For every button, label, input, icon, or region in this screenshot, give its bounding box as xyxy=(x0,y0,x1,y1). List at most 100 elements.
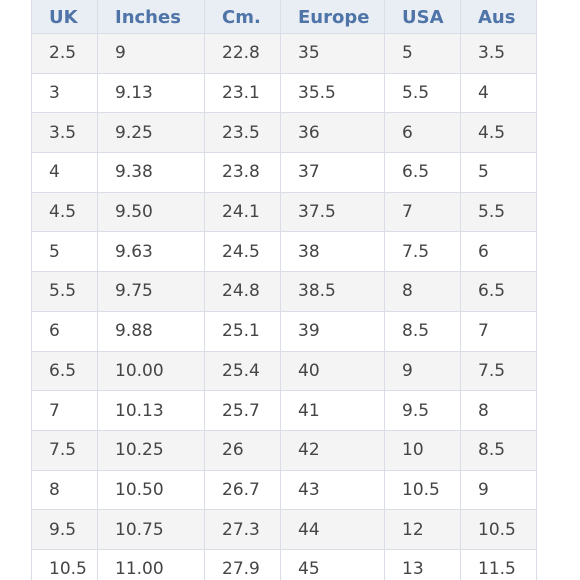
table-row: 5 9.63 24.5 38 7.5 6 xyxy=(31,231,537,273)
cell-inches: 9.63 xyxy=(97,231,205,273)
cell-inches: 9.25 xyxy=(97,112,205,154)
table-header: UK Inches Cm. Europe USA Aus xyxy=(31,0,537,34)
cell-inches: 9 xyxy=(97,33,205,74)
cell-europe: 38.5 xyxy=(280,271,385,312)
cell-uk: 9.5 xyxy=(31,509,98,550)
cell-aus: 3.5 xyxy=(460,33,537,74)
cell-aus: 5.5 xyxy=(460,191,537,233)
cell-usa: 8 xyxy=(384,271,461,312)
column-header-usa: USA xyxy=(384,0,461,34)
cell-europe: 44 xyxy=(280,509,385,550)
cell-uk: 5 xyxy=(31,231,98,273)
cell-aus: 7 xyxy=(460,310,537,352)
cell-europe: 45 xyxy=(280,548,385,580)
cell-uk: 2.5 xyxy=(31,33,98,74)
cell-cm: 23.1 xyxy=(204,72,281,114)
cell-usa: 6 xyxy=(384,112,461,154)
table-row: 5.5 9.75 24.8 38.5 8 6.5 xyxy=(31,271,537,312)
cell-cm: 24.5 xyxy=(204,231,281,273)
cell-usa: 10.5 xyxy=(384,469,461,511)
cell-aus: 5 xyxy=(460,152,537,193)
cell-cm: 24.1 xyxy=(204,191,281,233)
cell-cm: 27.3 xyxy=(204,509,281,550)
cell-inches: 9.75 xyxy=(97,271,205,312)
cell-uk: 8 xyxy=(31,469,98,511)
cell-cm: 22.8 xyxy=(204,33,281,74)
cell-europe: 40 xyxy=(280,350,385,392)
cell-inches: 11.00 xyxy=(97,548,205,580)
cell-usa: 7.5 xyxy=(384,231,461,273)
table-body: 2.5 9 22.8 35 5 3.5 3 9.13 23.1 35.5 5.5 4 3.5 9.25 23… xyxy=(31,33,537,580)
cell-usa: 5 xyxy=(384,33,461,74)
cell-europe: 41 xyxy=(280,390,385,431)
cell-europe: 37 xyxy=(280,152,385,193)
cell-usa: 7 xyxy=(384,191,461,233)
cell-usa: 8.5 xyxy=(384,310,461,352)
cell-uk: 4.5 xyxy=(31,191,98,233)
cell-usa: 13 xyxy=(384,548,461,580)
cell-inches: 9.88 xyxy=(97,310,205,352)
column-header-aus: Aus xyxy=(460,0,537,34)
cell-cm: 23.5 xyxy=(204,112,281,154)
cell-europe: 37.5 xyxy=(280,191,385,233)
cell-aus: 4.5 xyxy=(460,112,537,154)
table-row: 7 10.13 25.7 41 9.5 8 xyxy=(31,390,537,431)
cell-europe: 35 xyxy=(280,33,385,74)
cell-europe: 36 xyxy=(280,112,385,154)
cell-aus: 6 xyxy=(460,231,537,273)
cell-usa: 9 xyxy=(384,350,461,392)
header-row: UK Inches Cm. Europe USA Aus xyxy=(31,0,537,34)
cell-cm: 27.9 xyxy=(204,548,281,580)
cell-aus: 10.5 xyxy=(460,509,537,550)
cell-uk: 3.5 xyxy=(31,112,98,154)
cell-aus: 11.5 xyxy=(460,548,537,580)
cell-cm: 24.8 xyxy=(204,271,281,312)
cell-cm: 25.7 xyxy=(204,390,281,431)
table-row: 2.5 9 22.8 35 5 3.5 xyxy=(31,33,537,74)
cell-uk: 5.5 xyxy=(31,271,98,312)
table-row: 3.5 9.25 23.5 36 6 4.5 xyxy=(31,112,537,154)
cell-usa: 10 xyxy=(384,429,461,471)
cell-usa: 5.5 xyxy=(384,72,461,114)
cell-europe: 43 xyxy=(280,469,385,511)
table-row: 10.5 11.00 27.9 45 13 11.5 xyxy=(31,548,537,580)
cell-uk: 3 xyxy=(31,72,98,114)
cell-cm: 25.4 xyxy=(204,350,281,392)
cell-uk: 4 xyxy=(31,152,98,193)
cell-inches: 10.00 xyxy=(97,350,205,392)
cell-usa: 9.5 xyxy=(384,390,461,431)
column-header-uk: UK xyxy=(31,0,98,34)
cell-uk: 7 xyxy=(31,390,98,431)
table-row: 6 9.88 25.1 39 8.5 7 xyxy=(31,310,537,352)
cell-inches: 9.38 xyxy=(97,152,205,193)
cell-uk: 6.5 xyxy=(31,350,98,392)
cell-europe: 35.5 xyxy=(280,72,385,114)
cell-uk: 6 xyxy=(31,310,98,352)
column-header-inches: Inches xyxy=(97,0,205,34)
cell-cm: 26.7 xyxy=(204,469,281,511)
cell-aus: 9 xyxy=(460,469,537,511)
cell-inches: 10.13 xyxy=(97,390,205,431)
column-header-cm: Cm. xyxy=(204,0,281,34)
cell-usa: 6.5 xyxy=(384,152,461,193)
column-header-europe: Europe xyxy=(280,0,385,34)
cell-aus: 7.5 xyxy=(460,350,537,392)
cell-aus: 8.5 xyxy=(460,429,537,471)
cell-uk: 10.5 xyxy=(31,548,98,580)
cell-europe: 39 xyxy=(280,310,385,352)
cell-europe: 38 xyxy=(280,231,385,273)
cell-inches: 10.25 xyxy=(97,429,205,471)
cell-europe: 42 xyxy=(280,429,385,471)
cell-inches: 9.13 xyxy=(97,72,205,114)
cell-aus: 8 xyxy=(460,390,537,431)
table-row: 6.5 10.00 25.4 40 9 7.5 xyxy=(31,350,537,392)
cell-usa: 12 xyxy=(384,509,461,550)
cell-cm: 26 xyxy=(204,429,281,471)
table-row: 3 9.13 23.1 35.5 5.5 4 xyxy=(31,72,537,114)
cell-aus: 6.5 xyxy=(460,271,537,312)
table-row: 8 10.50 26.7 43 10.5 9 xyxy=(31,469,537,511)
table-row: 9.5 10.75 27.3 44 12 10.5 xyxy=(31,509,537,550)
cell-cm: 23.8 xyxy=(204,152,281,193)
cell-cm: 25.1 xyxy=(204,310,281,352)
